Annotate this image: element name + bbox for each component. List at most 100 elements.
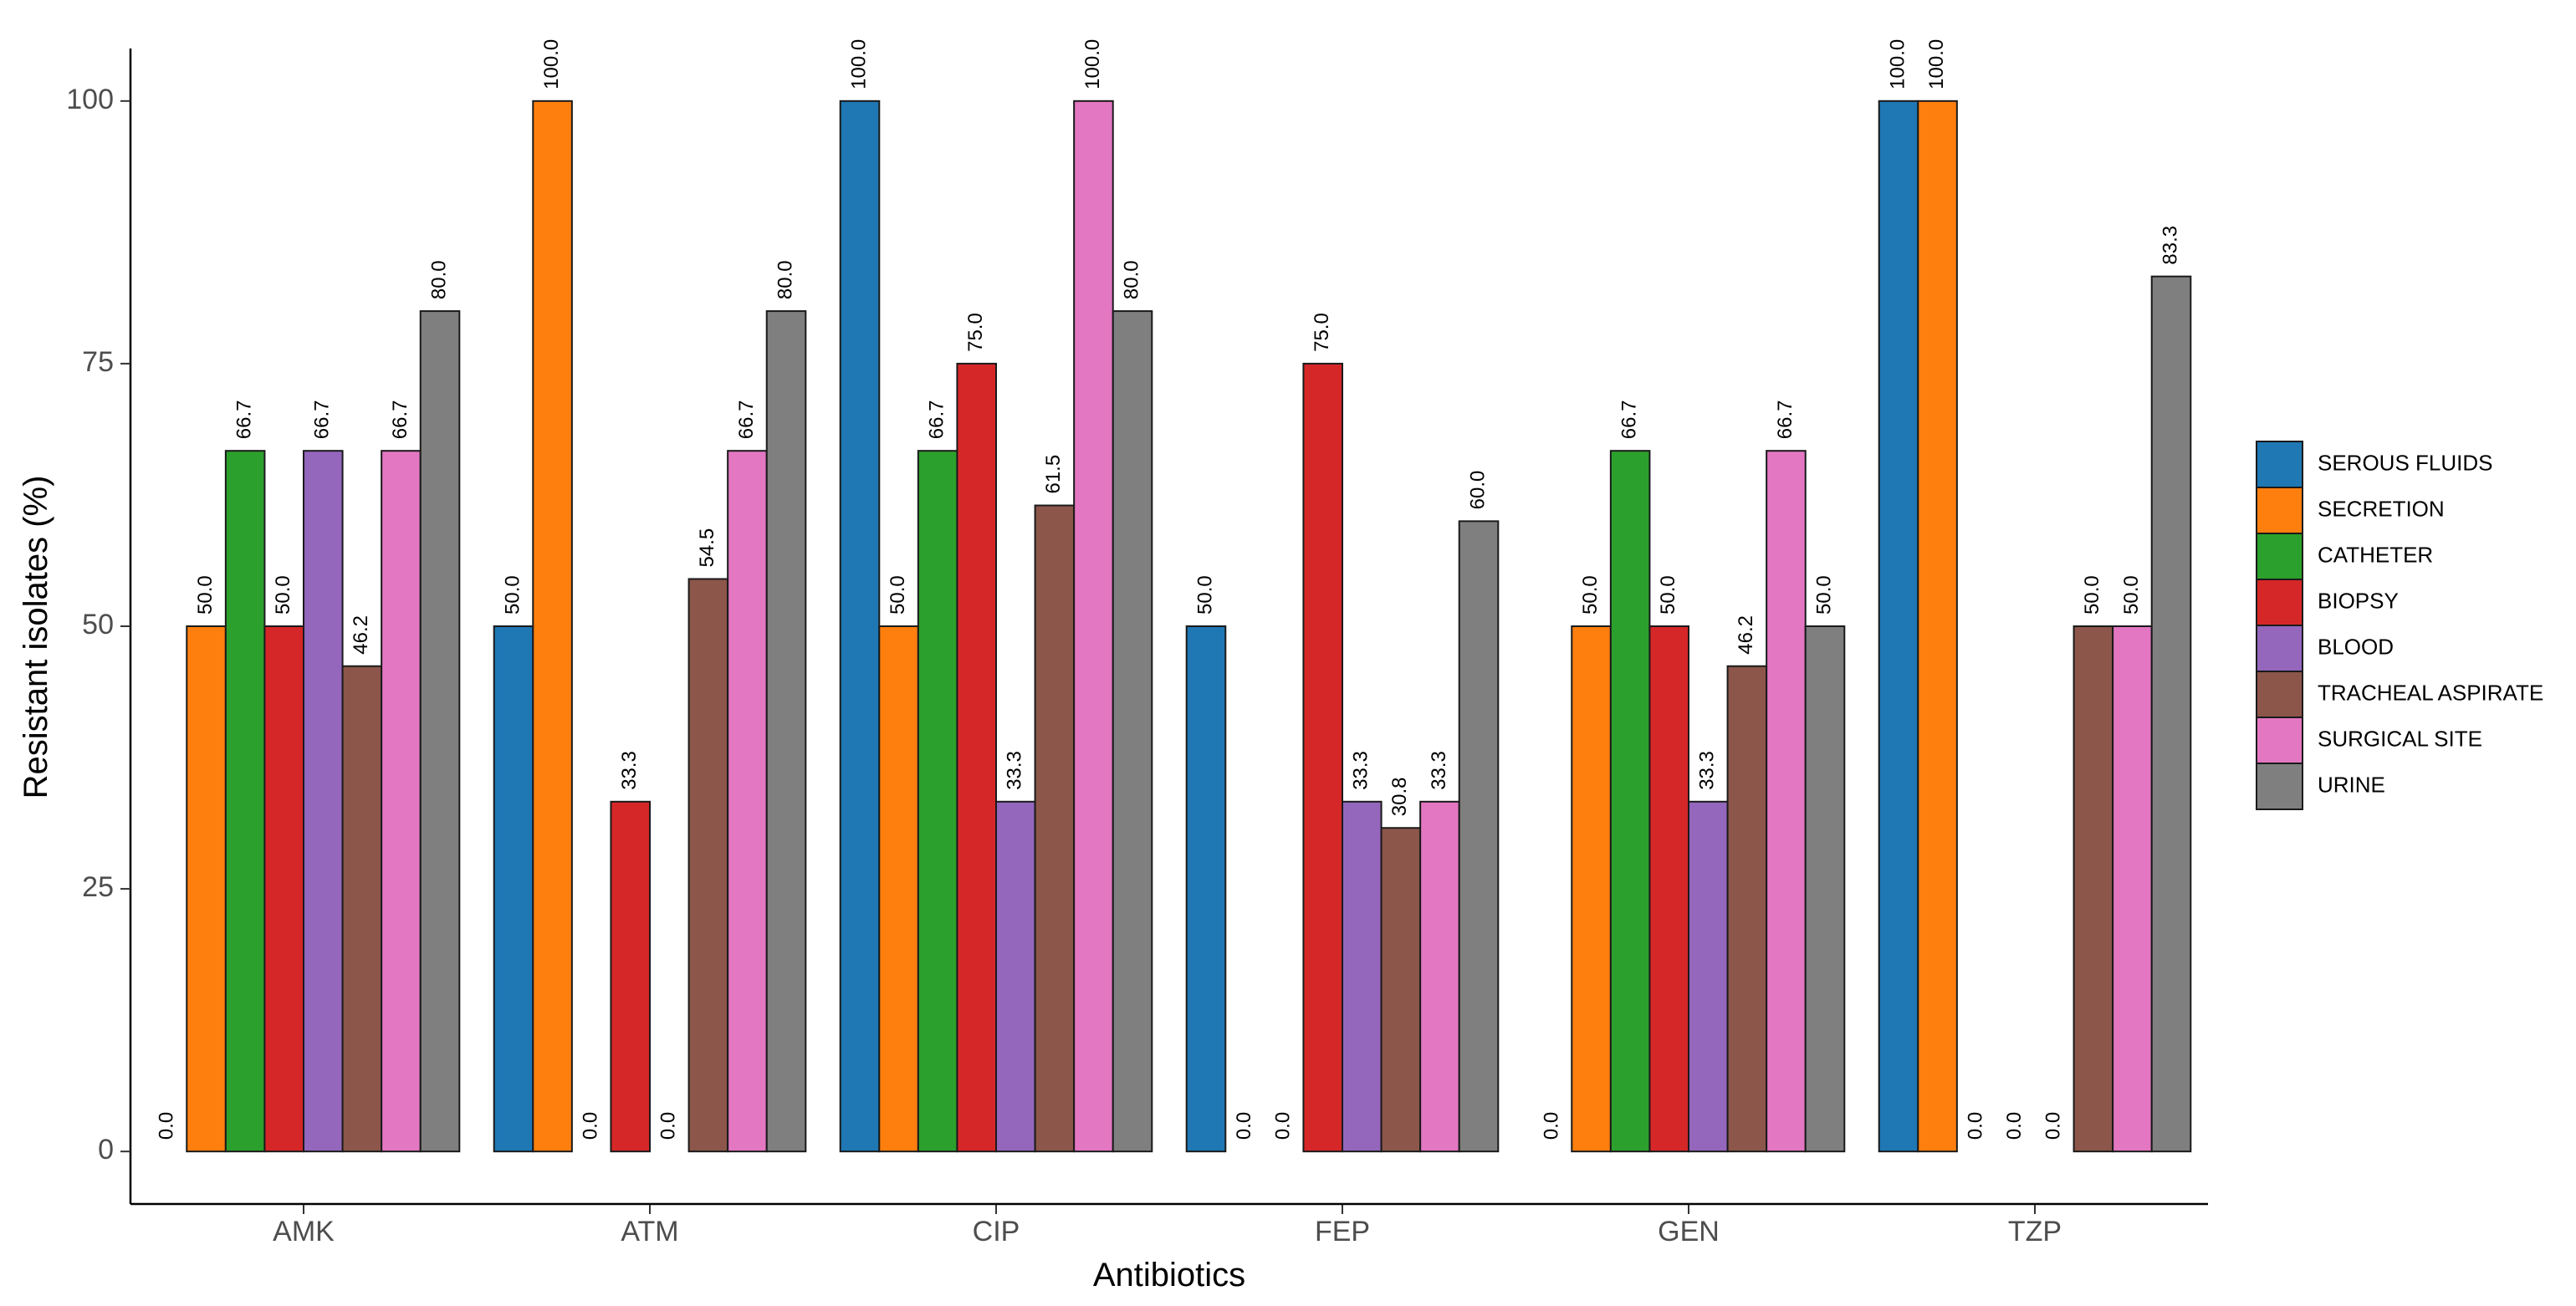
bar-value-label: 66.7: [389, 400, 411, 439]
legend-label: URINE: [2318, 772, 2385, 797]
x-tick-label: CIP: [973, 1216, 1020, 1247]
legend-swatch: [2256, 441, 2303, 488]
bar-amk-urine: [419, 310, 461, 1153]
bar-value-label: 100.0: [1886, 39, 1909, 89]
bar-gen-secretion: [1571, 625, 1612, 1153]
bar-fep-tracheal-aspirate: [1380, 827, 1422, 1153]
bar-amk-secretion: [186, 625, 227, 1153]
bar-value-label: 50.0: [1657, 575, 1679, 615]
bar-value-label: 0.0: [2042, 1112, 2065, 1140]
x-tick-label: AMK: [273, 1216, 335, 1247]
legend: SEROUS FLUIDS SECRETION CATHETER BIOPSY BLOO…: [2256, 441, 2543, 810]
bar-value-label: 50.0: [501, 575, 524, 615]
bar-cip-blood: [995, 800, 1036, 1153]
bar-value-label: 0.0: [579, 1112, 601, 1140]
bar-gen-tracheal-aspirate: [1726, 665, 1768, 1153]
bar-value-label: 75.0: [1311, 313, 1333, 352]
bar-value-label: 0.0: [1964, 1112, 1986, 1140]
bar-value-label: 50.0: [2081, 575, 2103, 615]
bar-value-label: 50.0: [272, 575, 294, 615]
bar-value-label: 0.0: [2003, 1112, 2026, 1140]
bar-gen-blood: [1688, 800, 1729, 1153]
bar-value-label: 33.3: [1696, 751, 1719, 790]
legend-swatch: [2256, 579, 2303, 626]
legend-label: BIOPSY: [2318, 588, 2399, 613]
x-tick-label: ATM: [621, 1216, 678, 1247]
bar-cip-serous-fluids: [839, 99, 881, 1153]
bar-amk-surgical-site: [381, 450, 422, 1153]
axes-layer: AMK ATM CIP FEP GEN TZP 0 25 50 75 100: [66, 48, 2208, 1247]
bar-tzp-serous-fluids: [1878, 99, 1919, 1153]
bar-amk-blood: [303, 450, 344, 1153]
bar-value-label: 33.3: [618, 751, 641, 790]
bar-cip-secretion: [878, 625, 919, 1153]
bar-value-label: 50.0: [1579, 575, 1602, 615]
bar-value-label: 50.0: [1193, 575, 1216, 615]
bar-value-label: 50.0: [1812, 575, 1835, 615]
bar-cip-urine: [1112, 310, 1153, 1153]
bar-value-label: 75.0: [964, 313, 987, 352]
bar-value-label: 66.7: [1618, 400, 1640, 439]
legend-swatch: [2256, 625, 2303, 672]
bar-value-label: 61.5: [1042, 455, 1065, 494]
legend-label: SURGICAL SITE: [2318, 726, 2482, 751]
bar-atm-biopsy: [610, 800, 652, 1153]
bar-fep-surgical-site: [1419, 800, 1460, 1153]
y-tick-label: 100: [66, 84, 114, 115]
bar-value-label: 100.0: [847, 39, 870, 89]
y-tick-label: 75: [82, 346, 114, 378]
bar-value-label: 80.0: [1120, 260, 1142, 299]
legend-label: TRACHEAL ASPIRATE: [2318, 680, 2543, 705]
bar-value-label: 66.7: [233, 400, 255, 439]
legend-swatch: [2256, 487, 2303, 534]
legend-swatch: [2256, 717, 2303, 764]
bar-value-label: 80.0: [427, 260, 450, 299]
bar-atm-urine: [765, 310, 807, 1153]
bar-value-label: 66.7: [1774, 400, 1797, 439]
bar-atm-serous-fluids: [493, 625, 534, 1153]
legend-swatch: [2256, 763, 2303, 810]
bar-amk-biopsy: [263, 625, 305, 1153]
bar-value-label: 83.3: [2159, 226, 2181, 265]
bar-fep-serous-fluids: [1185, 625, 1227, 1153]
bar-value-label: 50.0: [194, 575, 217, 615]
bar-amk-catheter: [224, 450, 266, 1153]
bar-value-label: 66.7: [735, 400, 758, 439]
bar-labels-layer: 0.0 50.0 66.7 50.0 66.7 46.2 66.7 80.0 50.0 100.0…: [155, 39, 2181, 1140]
bar-gen-catheter: [1609, 450, 1651, 1153]
bar-gen-biopsy: [1648, 625, 1690, 1153]
legend-swatch: [2256, 533, 2303, 580]
bar-value-label: 46.2: [1735, 615, 1757, 655]
legend-label: BLOOD: [2318, 634, 2394, 659]
bar-fep-blood: [1342, 800, 1383, 1153]
bar-tzp-urine: [2150, 275, 2192, 1153]
bar-value-label: 100.0: [1925, 39, 1948, 89]
legend-label: CATHETER: [2318, 542, 2433, 567]
y-axis-title: Resistant isolates (%): [18, 476, 54, 799]
x-tick-label: GEN: [1658, 1216, 1720, 1247]
bar-fep-biopsy: [1302, 362, 1344, 1153]
bar-atm-surgical-site: [727, 450, 768, 1153]
bar-cip-catheter: [917, 450, 958, 1153]
bar-value-label: 50.0: [887, 575, 909, 615]
x-tick-label: FEP: [1315, 1216, 1370, 1247]
bar-value-label: 80.0: [774, 260, 796, 299]
bar-value-label: 0.0: [657, 1112, 680, 1140]
bar-value-label: 33.3: [1004, 751, 1026, 790]
legend-label: SEROUS FLUIDS: [2318, 450, 2493, 475]
bar-atm-secretion: [532, 99, 573, 1153]
bars-layer: [186, 99, 2192, 1153]
bar-value-label: 66.7: [925, 400, 948, 439]
bar-value-label: 30.8: [1388, 778, 1411, 817]
bar-value-label: 100.0: [1081, 39, 1104, 89]
bar-value-label: 0.0: [1233, 1112, 1255, 1140]
bar-gen-urine: [1804, 625, 1846, 1153]
legend-label: SECRETION: [2318, 496, 2445, 521]
bar-cip-surgical-site: [1073, 99, 1114, 1153]
bar-value-label: 0.0: [1271, 1112, 1294, 1140]
bar-value-label: 0.0: [1540, 1112, 1562, 1140]
legend-swatch: [2256, 671, 2303, 718]
bar-value-label: 46.2: [350, 615, 372, 655]
